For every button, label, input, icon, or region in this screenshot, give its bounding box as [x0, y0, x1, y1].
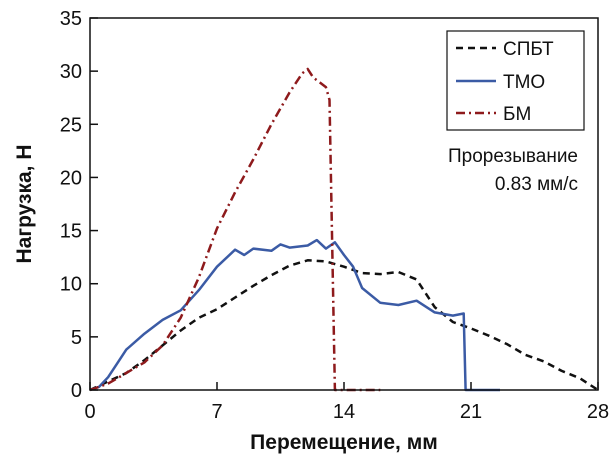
y-axis-title: Нагрузка, Н	[13, 144, 36, 263]
annotation-cutting: Прорезывание	[448, 146, 578, 167]
y-tick-label: 15	[60, 221, 82, 243]
legend-label-tmo: ТМО	[503, 72, 545, 93]
plot-area: 0 7 14 21 28 0 5 10 15 20 25 30 35	[60, 8, 609, 423]
x-tick-label: 7	[211, 401, 222, 423]
y-tick-label: 10	[60, 274, 82, 296]
x-axis-title: Перемещение, мм	[250, 431, 438, 454]
x-axis-ticks: 0 7 14 21 28	[84, 382, 609, 423]
x-tick-label: 14	[333, 401, 355, 423]
legend-label-bm: БМ	[503, 104, 531, 125]
x-tick-label: 0	[84, 401, 95, 423]
y-tick-label: 0	[71, 380, 82, 402]
y-tick-label: 5	[71, 327, 82, 349]
y-tick-label: 25	[60, 114, 82, 136]
y-axis-ticks: 0 5 10 15 20 25 30 35	[60, 8, 98, 402]
series-line-tmo	[89, 238, 500, 392]
series-line-spbt	[89, 259, 599, 392]
x-tick-label: 28	[587, 401, 609, 423]
annotation-speed: 0.83 мм/с	[495, 174, 578, 195]
legend: СПБТ ТМО БМ	[446, 30, 585, 131]
y-tick-label: 30	[60, 61, 82, 83]
legend-label-spbt: СПБТ	[503, 39, 554, 60]
y-tick-label: 35	[60, 8, 82, 30]
y-tick-label: 20	[60, 167, 82, 189]
x-tick-label: 21	[460, 401, 482, 423]
